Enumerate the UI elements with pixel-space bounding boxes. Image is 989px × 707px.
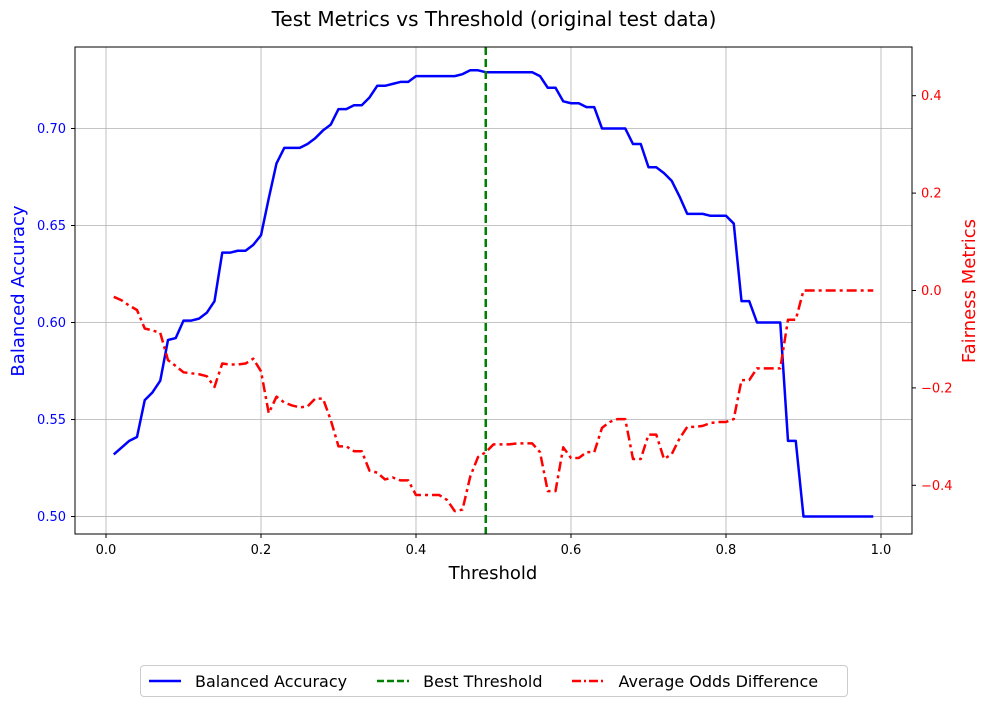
legend-swatch-balanced-accuracy <box>149 679 181 683</box>
right-y-tick-label: 0.4 <box>921 89 942 104</box>
legend-label: Balanced Accuracy <box>195 671 348 691</box>
series-line-average-odds-difference <box>113 289 874 513</box>
legend-item-balanced-accuracy: Balanced Accuracy <box>147 672 347 691</box>
x-tick-label: 0.8 <box>716 543 737 558</box>
left-y-axis-label: Balanced Accuracy <box>8 205 29 376</box>
x-tick-label: 1.0 <box>871 543 892 558</box>
axes: 0.0 0.2 0.4 0.6 0.8 1.0 0.50 0.55 0.60 0.65 0.70 −0… <box>37 89 953 558</box>
legend-swatch-best-threshold <box>377 679 410 683</box>
legend-item-average-odds-difference: Average Odds Difference <box>570 672 818 691</box>
legend-label: Best Threshold <box>423 671 543 691</box>
right-y-tick-label: −0.2 <box>921 381 953 396</box>
legend: Balanced Accuracy Best Threshold Average… <box>140 665 848 697</box>
left-y-tick-label: 0.50 <box>37 510 66 525</box>
x-tick-label: 0.0 <box>96 543 117 558</box>
x-tick-label: 0.4 <box>406 543 427 558</box>
x-tick-label: 0.6 <box>561 543 582 558</box>
legend-item-best-threshold: Best Threshold <box>375 672 542 691</box>
plot-frame <box>74 46 913 535</box>
grid <box>75 47 912 534</box>
legend-swatch-average-odds-difference <box>572 679 605 683</box>
x-tick-label: 0.2 <box>251 543 272 558</box>
chart-title: Test Metrics vs Threshold (original test… <box>271 7 717 31</box>
left-y-tick-label: 0.60 <box>37 316 66 331</box>
series-line-balanced-accuracy <box>112 69 874 518</box>
plot-series <box>112 47 874 534</box>
legend-label: Average Odds Difference <box>618 671 819 691</box>
right-y-tick-label: 0.2 <box>921 187 942 202</box>
right-y-axis-label: Fairness Metrics <box>959 219 980 363</box>
left-y-tick-label: 0.70 <box>37 122 66 137</box>
right-y-tick-label: −0.4 <box>921 479 953 494</box>
left-y-tick-label: 0.65 <box>37 219 66 234</box>
left-y-tick-label: 0.55 <box>37 413 66 428</box>
x-axis-label: Threshold <box>448 563 538 584</box>
right-y-tick-label: 0.0 <box>921 284 942 299</box>
